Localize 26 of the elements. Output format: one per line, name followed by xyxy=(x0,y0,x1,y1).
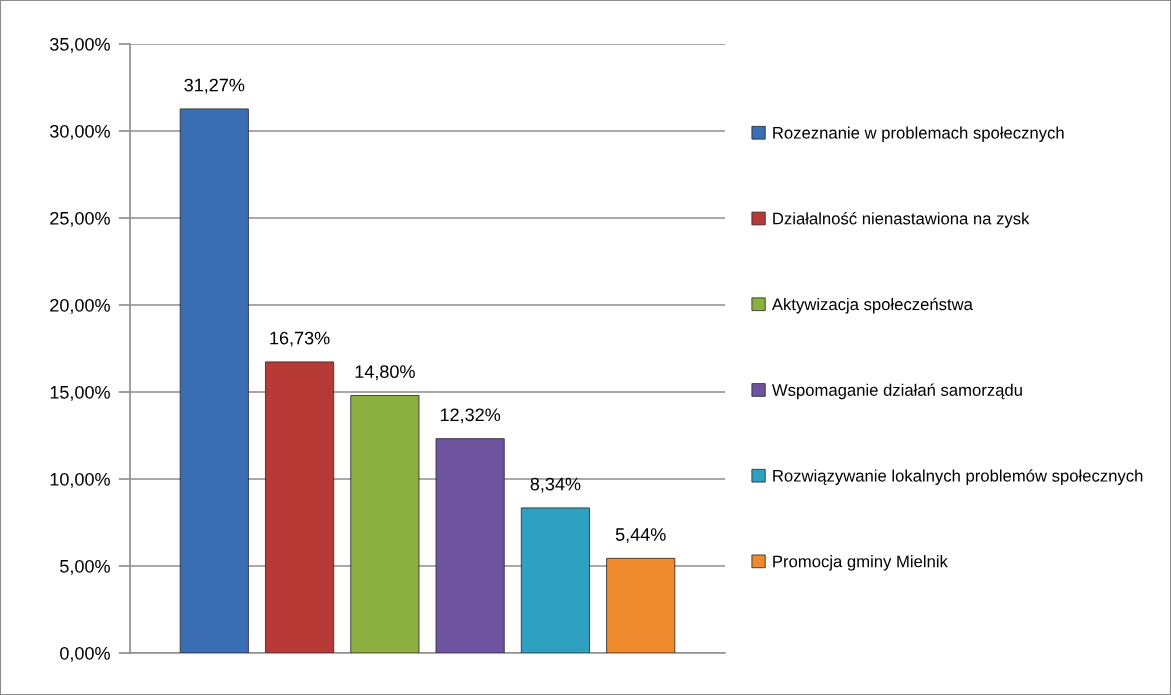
bar xyxy=(179,108,249,653)
y-tick-label: 15,00% xyxy=(50,385,110,401)
legend-label: Wspomaganie działań samorządu xyxy=(771,383,1022,400)
bar xyxy=(435,438,505,653)
legend-label: Działalność nienastawiona na zysk xyxy=(773,212,1030,228)
data-label: 12,32% xyxy=(440,408,501,424)
data-label: 8,34% xyxy=(530,477,581,493)
bar xyxy=(606,557,676,653)
legend-label: Aktywizacja społeczeństwa xyxy=(771,297,973,314)
data-label: 5,44% xyxy=(615,528,666,544)
y-tick-label: 25,00% xyxy=(50,211,110,227)
legend-label: Promocja gminy Mielnik xyxy=(773,555,948,571)
y-tick-label: 0,00% xyxy=(60,646,110,662)
data-label: 31,27% xyxy=(184,78,245,94)
y-tick-label: 5,00% xyxy=(60,559,110,575)
y-tick-label: 35,00% xyxy=(50,37,110,53)
y-tick-label: 20,00% xyxy=(50,298,110,314)
legend-label: Rozeznanie w problemach społecznych xyxy=(773,126,1064,143)
bar xyxy=(520,507,590,653)
y-tick-label: 10,00% xyxy=(50,472,110,488)
bar xyxy=(265,361,335,653)
data-label: 16,73% xyxy=(270,331,330,347)
data-label: 14,80% xyxy=(355,365,415,381)
bar xyxy=(350,395,420,653)
legend-label: Rozwiązywanie lokalnych problemów społecznych xyxy=(773,469,1143,485)
y-tick-label: 30,00% xyxy=(50,124,110,140)
